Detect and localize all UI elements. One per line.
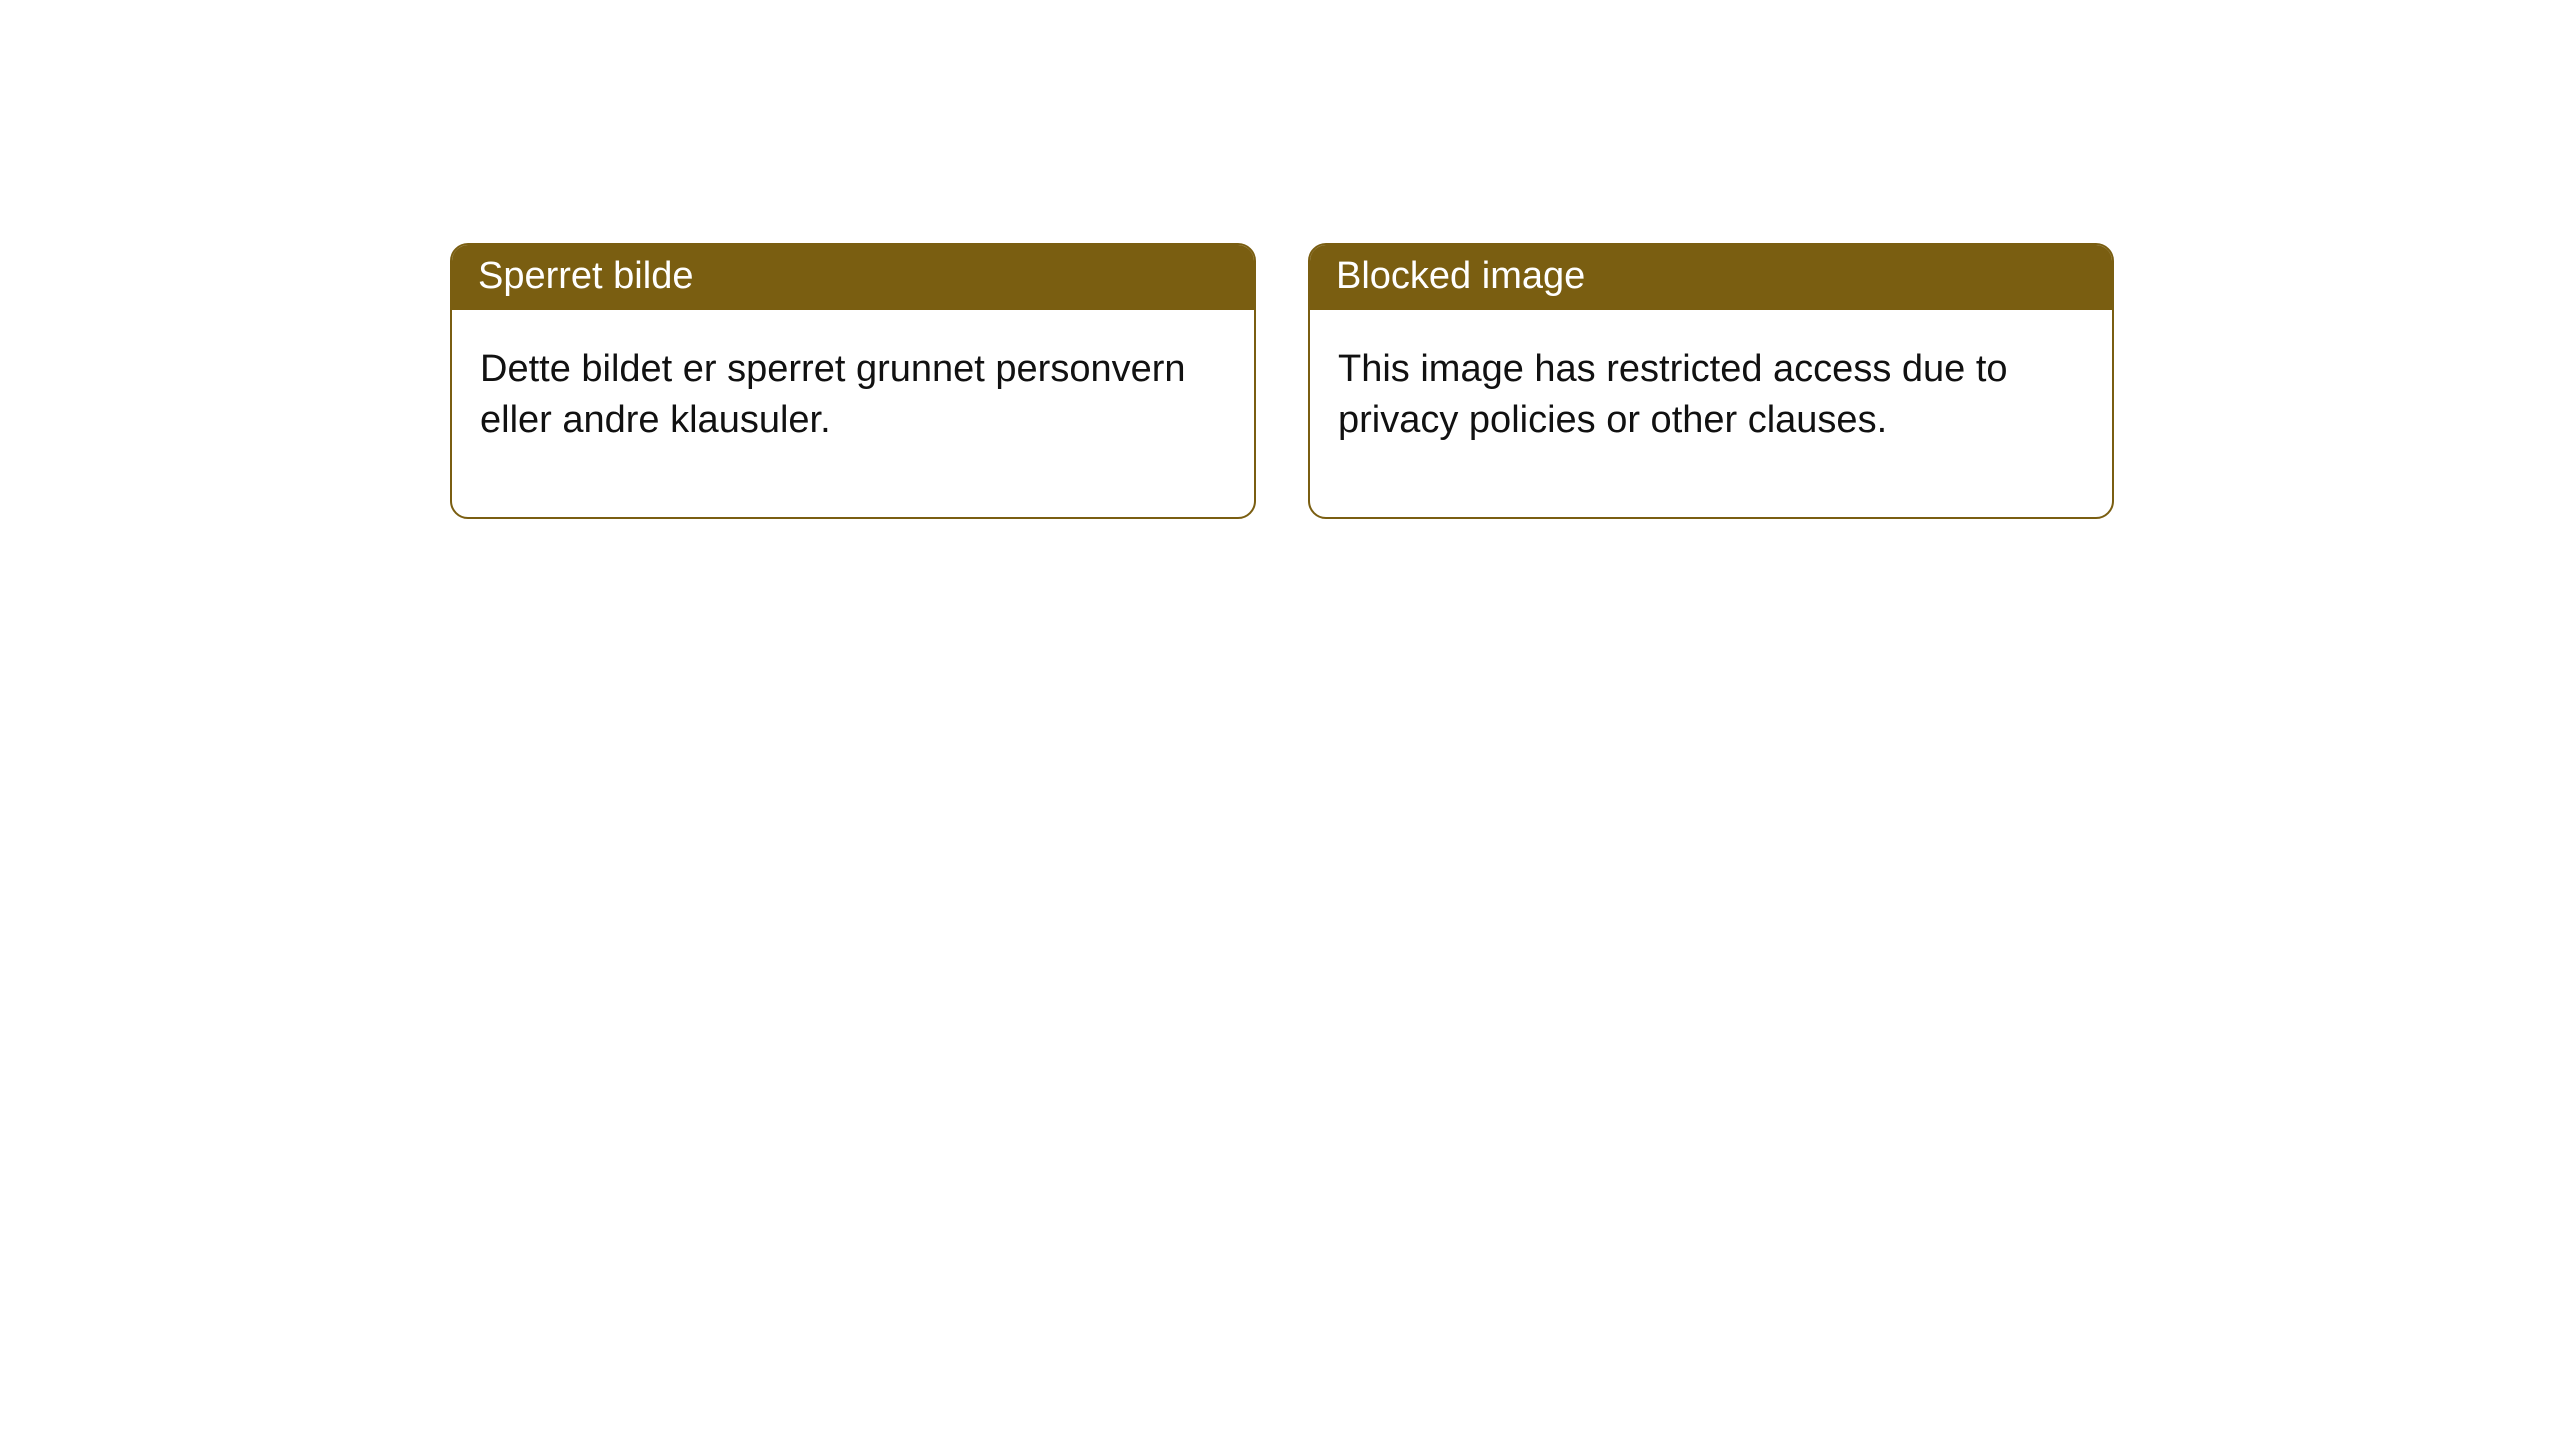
notice-box-norwegian: Sperret bilde Dette bildet er sperret gr… [450, 243, 1256, 519]
notice-header: Blocked image [1310, 245, 2112, 310]
notice-header: Sperret bilde [452, 245, 1254, 310]
notice-box-english: Blocked image This image has restricted … [1308, 243, 2114, 519]
notices-container: Sperret bilde Dette bildet er sperret gr… [0, 0, 2560, 519]
notice-body: This image has restricted access due to … [1310, 310, 2112, 517]
notice-body: Dette bildet er sperret grunnet personve… [452, 310, 1254, 517]
